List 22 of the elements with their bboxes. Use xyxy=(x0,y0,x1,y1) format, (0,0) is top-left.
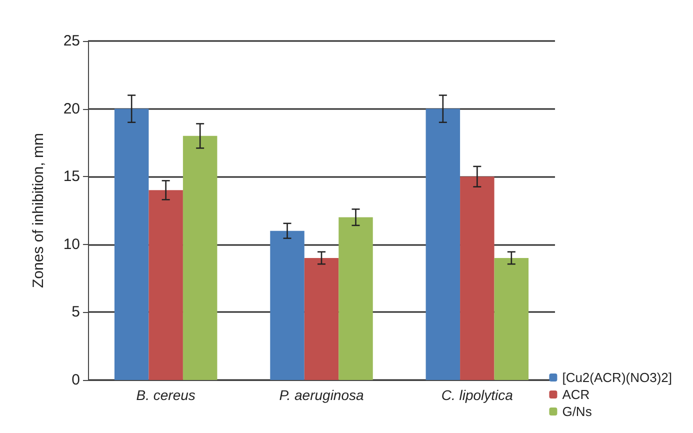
bar xyxy=(114,108,149,380)
y-tick-label: 25 xyxy=(63,32,80,50)
bar xyxy=(460,176,494,380)
bar xyxy=(338,217,373,380)
y-tick-label: 10 xyxy=(63,236,80,253)
bar xyxy=(304,258,339,380)
legend-label: [Cu2(ACR)(NO3)2] xyxy=(562,370,672,385)
bar xyxy=(148,190,183,380)
y-tick-label: 15 xyxy=(63,168,80,186)
y-axis-title: Zones of inhibition, mm xyxy=(30,132,47,288)
bar xyxy=(426,108,460,380)
y-tick-label: 0 xyxy=(72,372,80,388)
legend-label: G/Ns xyxy=(562,404,592,419)
x-tick-label: B. cereus xyxy=(136,387,196,403)
bar xyxy=(494,258,529,380)
legend-label: ACR xyxy=(562,387,590,402)
y-tick-label: 20 xyxy=(63,100,80,118)
bar xyxy=(182,136,218,380)
x-tick-label: P. aeruginosa xyxy=(279,387,364,403)
bar xyxy=(270,230,304,380)
y-tick-label: 5 xyxy=(72,304,80,321)
x-tick-label: C. lipolytica xyxy=(441,387,514,403)
